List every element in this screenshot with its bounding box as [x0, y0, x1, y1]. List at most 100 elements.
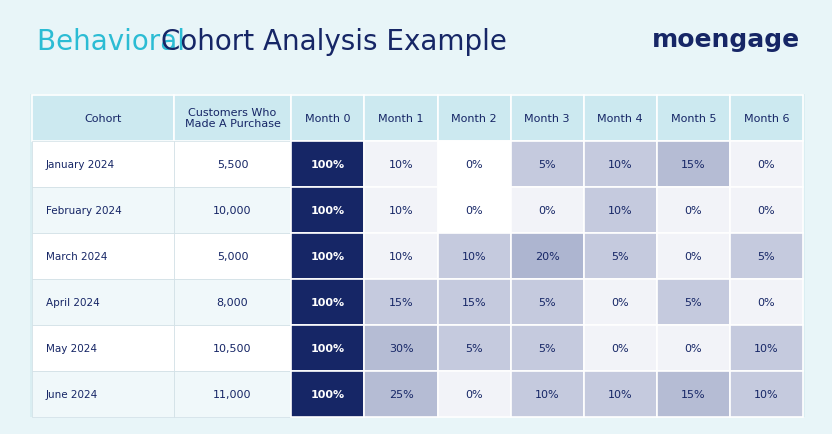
Text: 5%: 5%	[757, 251, 775, 261]
Text: 10%: 10%	[389, 251, 414, 261]
Text: January 2024: January 2024	[46, 159, 115, 169]
Text: 10%: 10%	[608, 159, 632, 169]
Text: 100%: 100%	[311, 205, 345, 215]
Text: Customers Who
Made A Purchase: Customers Who Made A Purchase	[185, 108, 280, 129]
Bar	[438, 233, 511, 279]
Bar	[174, 371, 291, 417]
Bar	[584, 95, 656, 141]
Bar	[364, 233, 438, 279]
Bar	[584, 233, 656, 279]
Text: 10%: 10%	[608, 389, 632, 399]
Bar	[511, 95, 584, 141]
Text: Month 0: Month 0	[305, 113, 351, 123]
Bar	[32, 187, 174, 233]
Bar	[32, 141, 174, 187]
Bar	[438, 187, 511, 233]
Bar	[438, 371, 511, 417]
Text: Month 5: Month 5	[671, 113, 716, 123]
Bar	[438, 325, 511, 371]
Bar	[656, 279, 730, 325]
Text: 25%: 25%	[389, 389, 414, 399]
Text: 10%: 10%	[535, 389, 559, 399]
Text: 10%: 10%	[389, 205, 414, 215]
Text: 30%: 30%	[389, 343, 414, 353]
Bar	[730, 233, 803, 279]
Text: 15%: 15%	[462, 297, 487, 307]
Bar	[174, 187, 291, 233]
Text: 100%: 100%	[311, 251, 345, 261]
Text: 5%: 5%	[538, 343, 556, 353]
Bar	[364, 279, 438, 325]
Text: Cohort: Cohort	[84, 113, 121, 123]
Text: 10,500: 10,500	[213, 343, 252, 353]
Bar	[364, 187, 438, 233]
Text: 0%: 0%	[538, 205, 556, 215]
Bar	[291, 141, 364, 187]
Bar	[32, 95, 174, 141]
Text: 100%: 100%	[311, 389, 345, 399]
Bar	[730, 371, 803, 417]
Text: 100%: 100%	[311, 343, 345, 353]
Text: 0%: 0%	[757, 297, 775, 307]
Bar	[174, 325, 291, 371]
Text: 0%: 0%	[465, 205, 483, 215]
Text: 10,000: 10,000	[213, 205, 252, 215]
Text: June 2024: June 2024	[46, 389, 98, 399]
Bar	[174, 279, 291, 325]
Text: 0%: 0%	[612, 343, 629, 353]
Text: February 2024: February 2024	[46, 205, 121, 215]
Text: 15%: 15%	[389, 297, 414, 307]
Bar	[291, 187, 364, 233]
Bar	[32, 233, 174, 279]
Text: Month 2: Month 2	[451, 113, 497, 123]
Text: 15%: 15%	[681, 389, 706, 399]
Bar	[656, 187, 730, 233]
Text: 0%: 0%	[685, 205, 702, 215]
Bar	[584, 279, 656, 325]
Text: 0%: 0%	[612, 297, 629, 307]
Text: 20%: 20%	[535, 251, 560, 261]
Bar	[730, 279, 803, 325]
Bar	[584, 187, 656, 233]
Bar	[291, 233, 364, 279]
Text: March 2024: March 2024	[46, 251, 107, 261]
Text: 5%: 5%	[465, 343, 483, 353]
Bar	[656, 371, 730, 417]
Bar	[730, 325, 803, 371]
Bar	[584, 371, 656, 417]
Bar	[584, 325, 656, 371]
Text: Cohort Analysis Example: Cohort Analysis Example	[161, 28, 507, 56]
Text: 10%: 10%	[608, 205, 632, 215]
Text: Month 6: Month 6	[744, 113, 789, 123]
Text: 5%: 5%	[612, 251, 629, 261]
Bar	[438, 95, 511, 141]
Text: 0%: 0%	[757, 205, 775, 215]
Bar	[174, 95, 291, 141]
Text: 5,000: 5,000	[217, 251, 248, 261]
Bar	[656, 325, 730, 371]
Text: 15%: 15%	[681, 159, 706, 169]
Bar	[364, 141, 438, 187]
Bar	[656, 141, 730, 187]
Text: Month 4: Month 4	[597, 113, 643, 123]
Bar	[32, 279, 174, 325]
Text: 5%: 5%	[538, 159, 556, 169]
Text: 10%: 10%	[389, 159, 414, 169]
Text: 5%: 5%	[685, 297, 702, 307]
Text: 10%: 10%	[754, 343, 779, 353]
Bar	[584, 141, 656, 187]
Text: Month 1: Month 1	[379, 113, 423, 123]
Text: 0%: 0%	[757, 159, 775, 169]
Bar	[364, 95, 438, 141]
Bar	[174, 141, 291, 187]
Bar	[656, 95, 730, 141]
Text: 5,500: 5,500	[217, 159, 248, 169]
Bar	[291, 95, 364, 141]
Bar	[291, 279, 364, 325]
Text: 10%: 10%	[754, 389, 779, 399]
Text: May 2024: May 2024	[46, 343, 97, 353]
Text: 5%: 5%	[538, 297, 556, 307]
Text: 0%: 0%	[465, 159, 483, 169]
Bar	[511, 371, 584, 417]
Bar	[174, 233, 291, 279]
